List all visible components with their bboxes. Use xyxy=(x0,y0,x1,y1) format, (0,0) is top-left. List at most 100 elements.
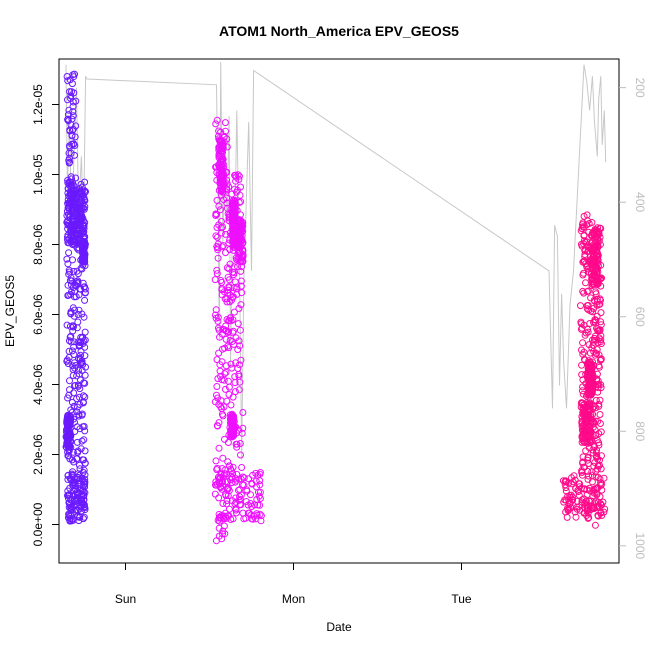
data-point xyxy=(585,514,593,521)
data-point xyxy=(578,433,586,441)
data-point xyxy=(214,317,222,325)
data-point xyxy=(219,144,226,152)
data-point xyxy=(227,360,235,368)
data-point xyxy=(212,306,220,314)
data-point xyxy=(213,211,221,218)
data-point xyxy=(229,430,237,438)
data-point xyxy=(64,96,71,104)
data-point xyxy=(238,464,246,471)
data-point xyxy=(67,291,75,298)
data-point xyxy=(218,186,226,194)
data-point xyxy=(69,179,77,186)
data-point xyxy=(232,177,240,185)
data-point xyxy=(221,385,229,393)
data-point xyxy=(233,234,241,242)
data-point xyxy=(598,480,606,488)
data-point xyxy=(219,155,227,163)
data-point xyxy=(222,470,230,478)
data-point xyxy=(63,321,71,329)
data-point xyxy=(231,185,239,193)
data-point xyxy=(225,317,233,325)
data-point xyxy=(589,261,596,269)
data-point xyxy=(252,515,260,523)
data-point xyxy=(77,211,85,219)
data-point xyxy=(228,213,236,221)
y-axis-right: 200 400 600 800 1000 xyxy=(619,78,647,559)
data-point xyxy=(74,382,82,390)
data-point xyxy=(66,268,73,276)
data-point xyxy=(245,509,253,517)
data-point xyxy=(69,108,77,116)
data-point xyxy=(237,491,245,499)
data-point xyxy=(81,427,89,435)
data-point xyxy=(242,498,250,505)
data-point xyxy=(578,346,585,354)
data-point xyxy=(235,172,243,180)
data-point xyxy=(222,368,230,376)
data-point xyxy=(219,500,227,507)
data-point xyxy=(579,453,587,461)
data-point xyxy=(76,342,84,350)
data-point xyxy=(213,356,221,364)
data-point xyxy=(217,177,225,185)
data-point xyxy=(64,185,72,193)
data-point xyxy=(231,205,239,213)
data-point xyxy=(582,422,590,430)
right-tick-label: 600 xyxy=(633,307,647,327)
data-point xyxy=(78,241,86,248)
data-point xyxy=(80,456,88,464)
data-point xyxy=(226,291,234,299)
data-point xyxy=(256,488,264,496)
data-point xyxy=(228,467,235,475)
data-point xyxy=(592,242,600,249)
data-point xyxy=(218,218,225,225)
data-point xyxy=(227,401,235,409)
data-point xyxy=(234,346,242,354)
data-point xyxy=(598,452,605,460)
data-point xyxy=(71,151,78,159)
data-point xyxy=(232,334,240,342)
data-point xyxy=(77,216,85,224)
data-point xyxy=(594,417,602,425)
data-point xyxy=(80,221,88,229)
data-point xyxy=(81,483,89,491)
data-point xyxy=(583,221,591,229)
series-1 xyxy=(62,70,89,525)
data-point xyxy=(584,301,592,309)
data-point xyxy=(582,447,590,455)
data-point xyxy=(81,480,89,488)
data-point xyxy=(66,88,74,96)
data-point xyxy=(67,332,75,340)
data-point xyxy=(63,442,71,449)
data-point xyxy=(64,417,72,425)
data-point xyxy=(211,490,219,498)
data-point xyxy=(66,333,74,341)
data-point xyxy=(66,455,74,463)
data-point xyxy=(595,430,603,438)
data-point xyxy=(70,207,78,215)
data-point xyxy=(80,436,88,444)
data-point xyxy=(66,178,73,186)
data-point xyxy=(222,127,229,135)
data-point xyxy=(240,474,248,482)
data-point xyxy=(236,361,243,369)
data-point xyxy=(66,127,74,135)
data-point xyxy=(213,196,221,204)
data-point xyxy=(594,237,602,245)
data-point xyxy=(78,437,86,445)
data-point xyxy=(237,356,245,364)
y-tick-label: 1.2e-05 xyxy=(31,84,45,125)
data-point xyxy=(77,333,85,341)
data-point xyxy=(222,249,229,257)
data-point xyxy=(234,171,242,179)
data-point xyxy=(220,522,228,530)
data-point xyxy=(73,324,81,332)
data-point xyxy=(217,277,225,284)
data-point xyxy=(64,189,72,197)
data-point xyxy=(76,401,84,408)
data-point xyxy=(66,501,74,509)
data-point xyxy=(228,364,236,372)
data-point xyxy=(75,306,83,314)
data-point xyxy=(73,193,81,201)
data-point xyxy=(596,475,604,483)
